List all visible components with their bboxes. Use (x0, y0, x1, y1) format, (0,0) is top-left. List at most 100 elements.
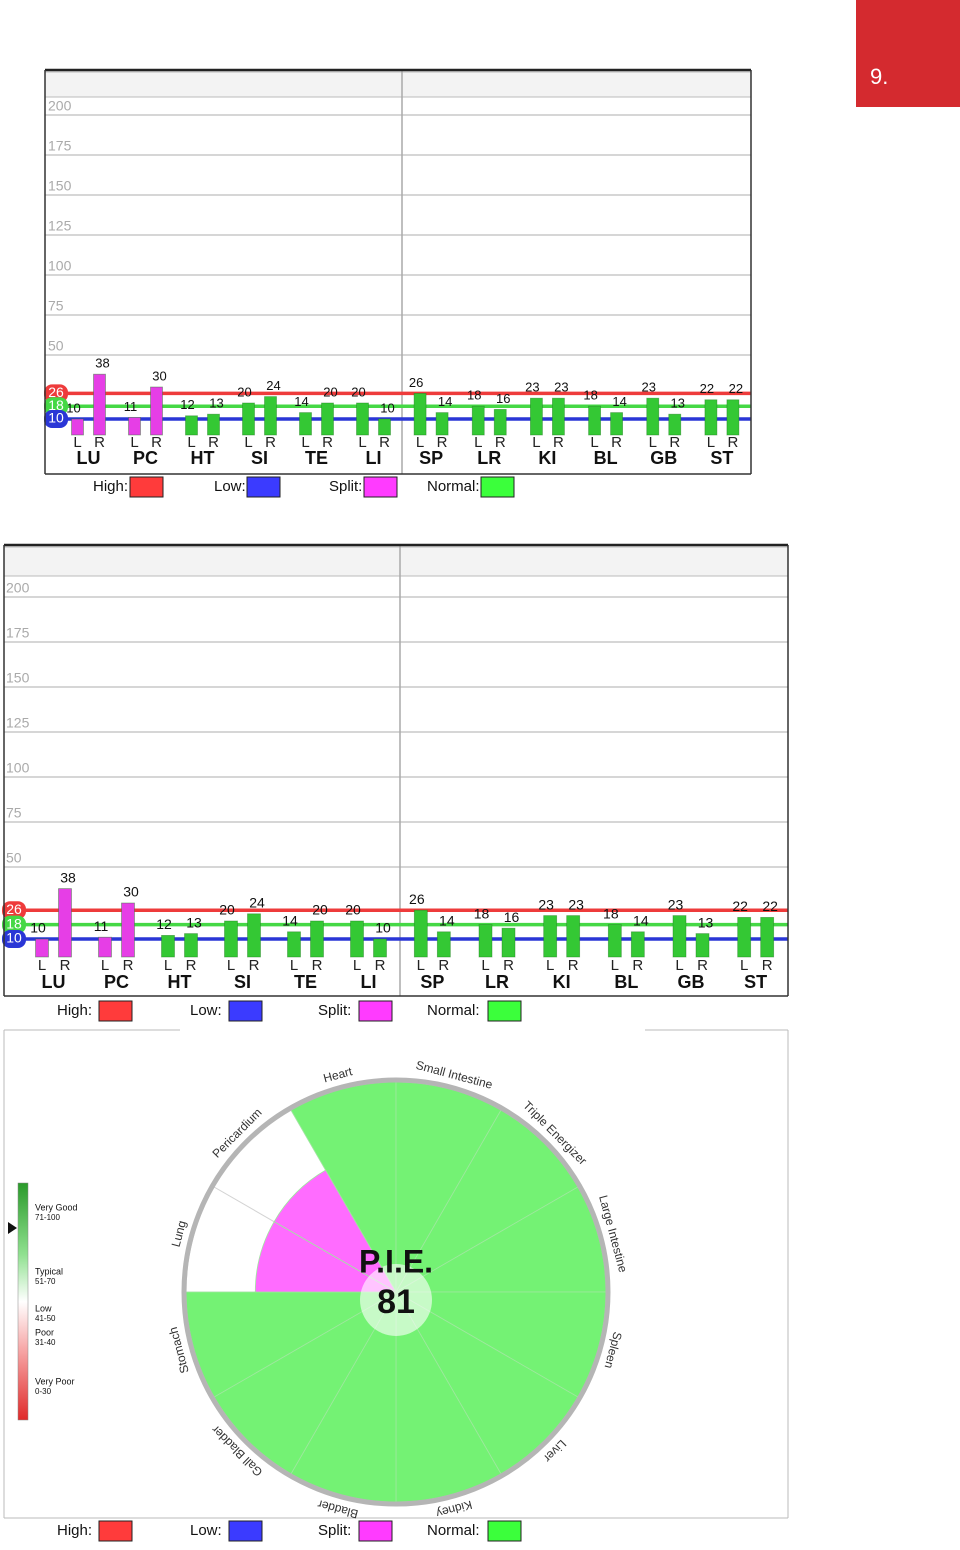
bar (726, 399, 740, 436)
value-label: 16 (496, 391, 510, 406)
bar (413, 909, 428, 958)
group-label: GB (678, 972, 705, 992)
bar (35, 938, 49, 958)
value-label: 13 (671, 396, 685, 411)
side-label: R (265, 434, 276, 451)
bar (543, 915, 558, 958)
side-label: R (437, 434, 448, 451)
sector-label: Heart (322, 1064, 355, 1085)
side-label: L (740, 957, 748, 974)
bar (310, 920, 324, 958)
value-label: 30 (123, 884, 139, 900)
value-label: 11 (94, 918, 109, 934)
scale-range: 0-30 (35, 1387, 52, 1396)
y-tick-label: 200 (48, 98, 72, 114)
value-label: 14 (612, 394, 626, 409)
bar (552, 397, 565, 436)
bar (435, 412, 449, 436)
side-label: L (532, 434, 540, 451)
side-label: L (244, 434, 252, 451)
side-label: R (60, 957, 71, 974)
side-label: L (290, 957, 298, 974)
value-label: 12 (156, 916, 172, 932)
value-label: 18 (474, 905, 490, 921)
value-label: 18 (603, 905, 619, 921)
bar (356, 402, 369, 436)
value-label: 22 (732, 898, 748, 914)
value-label: 20 (351, 384, 365, 399)
value-label: 18 (583, 388, 597, 403)
group-label: LR (485, 972, 509, 992)
side-label: R (312, 957, 323, 974)
bar (150, 386, 163, 436)
side-label: R (123, 957, 134, 974)
y-tick-label: 150 (6, 670, 30, 686)
bar (630, 931, 645, 958)
side-label: R (611, 434, 622, 451)
bar (478, 924, 493, 958)
legend-swatch (246, 476, 281, 498)
bar (501, 927, 516, 958)
value-label: 38 (95, 356, 109, 371)
bar (128, 416, 141, 436)
group-label: SP (420, 972, 444, 992)
bar (58, 888, 72, 958)
value-label: 12 (180, 397, 194, 412)
side-label: L (707, 434, 715, 451)
legend-label: Normal: (427, 1002, 480, 1019)
value-label: 20 (345, 902, 361, 918)
bar (413, 392, 427, 436)
group-label: LI (366, 448, 382, 468)
y-tick-label: 175 (48, 138, 72, 154)
center-disc (360, 1264, 432, 1336)
value-label: 16 (504, 909, 520, 925)
sector (273, 1169, 398, 1294)
side-label: L (416, 434, 424, 451)
reference-badge (44, 410, 68, 428)
side-label: R (249, 957, 260, 974)
bar (224, 920, 238, 958)
reference-label: 26 (48, 384, 64, 400)
group-label: TE (294, 972, 317, 992)
value-label: 14 (439, 913, 455, 929)
side-label: R (632, 957, 643, 974)
bar (161, 935, 175, 958)
legend-label: Normal: (427, 1522, 480, 1539)
scale-bar (17, 1182, 29, 1421)
value-label: 13 (209, 396, 223, 411)
side-label: L (353, 957, 361, 974)
score-indicator (8, 1222, 17, 1235)
value-label: 13 (698, 914, 714, 930)
side-label: L (358, 434, 366, 451)
bar (184, 933, 198, 958)
value-label: 24 (249, 895, 265, 911)
y-tick-label: 150 (48, 178, 72, 194)
group-label: PC (104, 972, 129, 992)
value-label: 22 (762, 898, 778, 914)
group-label: ST (744, 972, 767, 992)
y-tick-label: 100 (6, 760, 30, 776)
scale-range: 71-100 (35, 1213, 60, 1222)
bar (610, 412, 623, 436)
legend-label: Split: (318, 1002, 351, 1019)
side-label: L (546, 957, 554, 974)
group-label: GB (650, 448, 677, 468)
y-tick-label: 125 (48, 218, 72, 234)
bar (668, 413, 682, 436)
value-label: 14 (633, 913, 649, 929)
value-label: 20 (312, 902, 328, 918)
legend-swatch (487, 1520, 522, 1542)
y-tick-label: 50 (48, 338, 64, 354)
group-label: SI (251, 448, 268, 468)
value-label: 23 (538, 896, 554, 912)
reference-label: 26 (6, 901, 22, 917)
value-label: 23 (525, 380, 539, 395)
bar (607, 924, 622, 958)
legend-swatch (487, 1000, 522, 1022)
y-tick-label: 50 (6, 850, 22, 866)
reference-label: 10 (6, 930, 22, 946)
y-tick-label: 75 (6, 805, 22, 821)
value-label: 13 (186, 914, 202, 930)
side-label: R (322, 434, 333, 451)
